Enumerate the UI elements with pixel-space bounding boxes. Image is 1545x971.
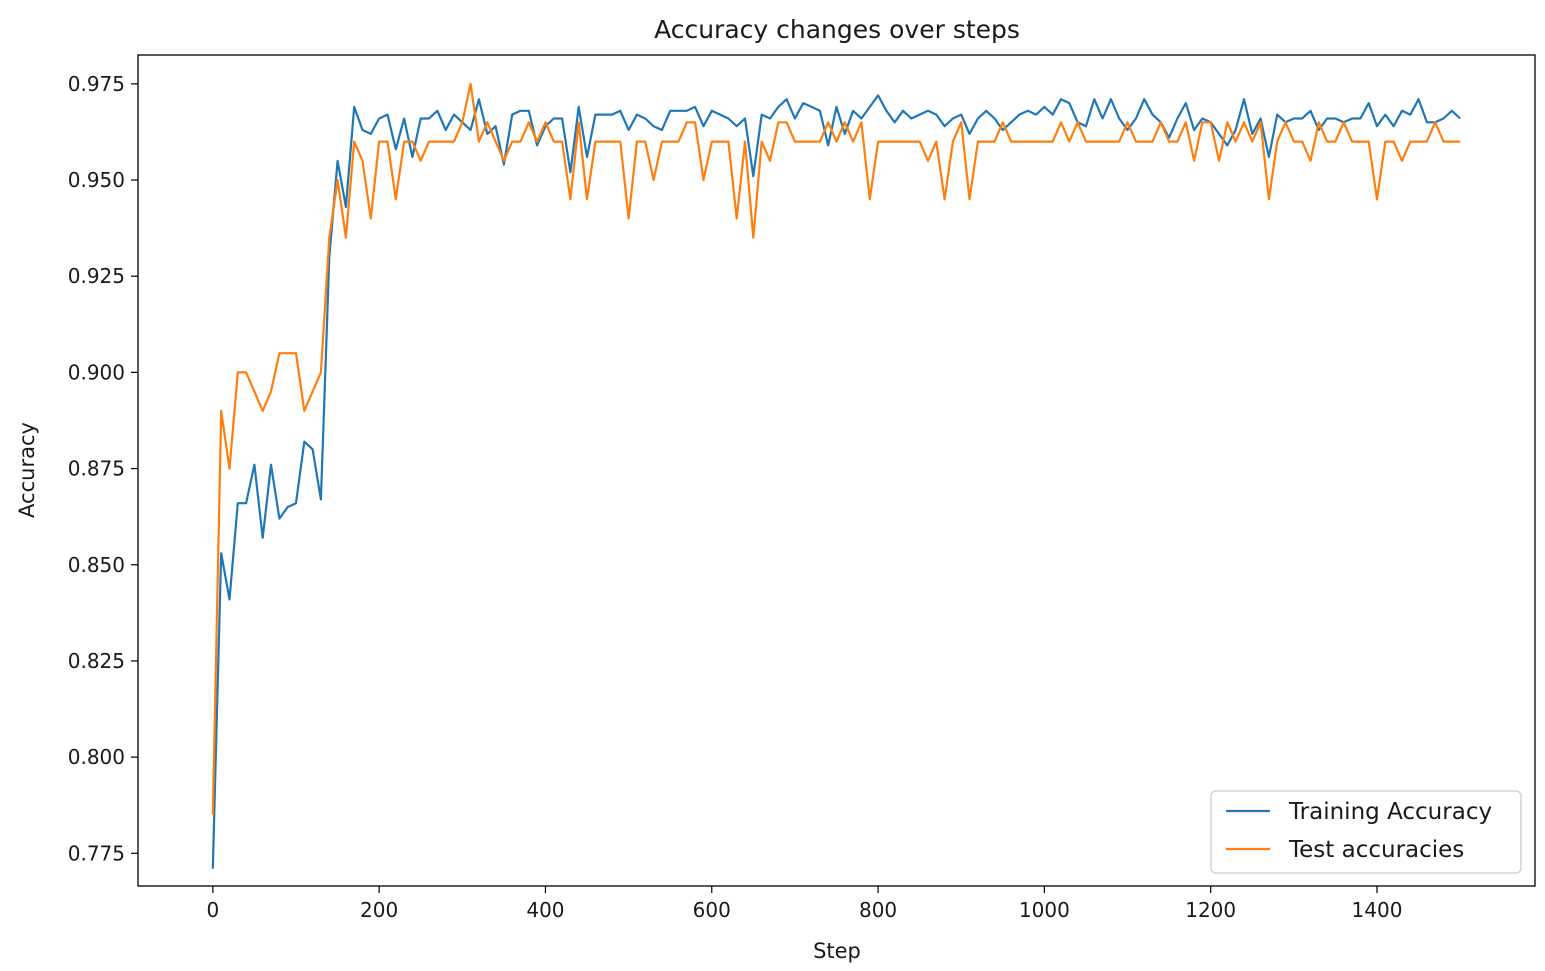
legend-label-test-accuracies: Test accuracies — [1288, 837, 1464, 863]
y-axis: 0.775 0.800 0.825 0.850 0.875 0.900 0.925 0.950… — [68, 72, 138, 865]
x-tick-label: 1000 — [1019, 898, 1070, 922]
y-tick-label: 0.950 — [68, 168, 125, 192]
x-tick-label: 200 — [360, 898, 398, 922]
y-axis-label: Accuracy — [15, 422, 39, 518]
legend-box — [1210, 790, 1522, 874]
y-tick-label: 0.800 — [68, 745, 125, 769]
series-line-test-accuracies — [211, 82, 1461, 815]
y-tick-label: 0.900 — [68, 360, 125, 384]
x-tick-label: 400 — [526, 898, 564, 922]
legend-label-training-accuracy: Training Accuracy — [1288, 799, 1492, 825]
y-tick-label: 0.850 — [68, 553, 125, 577]
y-tick-label: 0.825 — [68, 649, 125, 673]
x-tick-label: 1200 — [1185, 898, 1236, 922]
y-tick-label: 0.975 — [68, 72, 125, 96]
x-axis-label: Step — [813, 939, 861, 963]
series-layer — [211, 82, 1461, 869]
x-tick-label: 800 — [859, 898, 897, 922]
series-line-training-accuracy — [211, 94, 1461, 869]
x-tick-label: 600 — [693, 898, 731, 922]
y-tick-label: 0.875 — [68, 457, 125, 481]
x-tick-label: 1400 — [1352, 898, 1403, 922]
plot-frame — [137, 54, 1536, 887]
y-tick-label: 0.925 — [68, 264, 125, 288]
legend: Training Accuracy Test accuracies — [1210, 790, 1522, 874]
chart-title: Accuracy changes over steps — [654, 15, 1020, 44]
x-tick-label: 0 — [206, 898, 219, 922]
y-tick-label: 0.775 — [68, 841, 125, 865]
x-axis: 0 200 400 600 800 1000 1200 1400 — [206, 886, 1402, 922]
